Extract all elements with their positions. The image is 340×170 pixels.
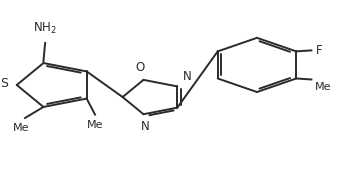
Text: Me: Me bbox=[315, 82, 331, 92]
Text: S: S bbox=[0, 78, 8, 90]
Text: Me: Me bbox=[87, 120, 103, 130]
Text: NH$_2$: NH$_2$ bbox=[33, 21, 57, 36]
Text: O: O bbox=[136, 61, 145, 74]
Text: Me: Me bbox=[13, 123, 30, 133]
Text: N: N bbox=[141, 120, 150, 133]
Text: N: N bbox=[183, 70, 192, 83]
Text: F: F bbox=[316, 44, 322, 57]
